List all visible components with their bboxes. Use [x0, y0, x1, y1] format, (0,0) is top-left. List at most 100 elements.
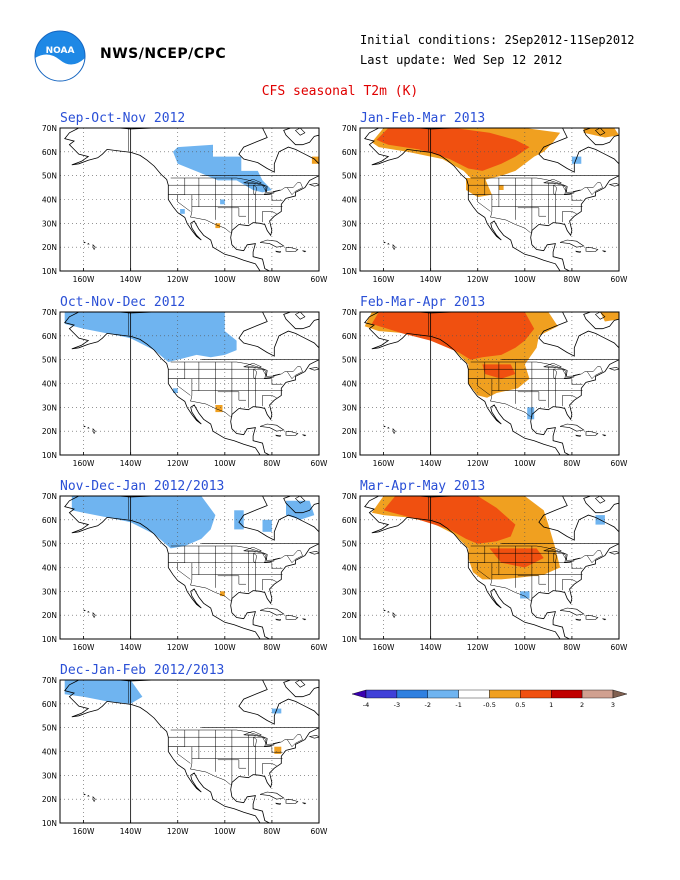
panel-title-son: Sep-Oct-Nov 2012 — [60, 111, 186, 126]
map-panel-fma: 10N 20N 30N 40N 50N 60N 70N 160W 140W 120W 100W 80W… — [342, 308, 628, 468]
map-layer — [60, 680, 319, 823]
coastline-island — [308, 550, 319, 555]
coastline-island — [275, 434, 282, 437]
coastline-island — [575, 618, 582, 621]
lat-label: 10N — [42, 267, 57, 276]
lat-label: 40N — [42, 748, 57, 757]
lake-outline — [573, 557, 581, 560]
political-boundary — [571, 194, 583, 201]
coastline-island — [383, 425, 386, 428]
lat-label: 30N — [342, 587, 357, 596]
coastline-island — [92, 428, 96, 435]
coastline-island — [608, 366, 619, 371]
agency-label: NWS/NCEP/CPC — [100, 46, 227, 62]
lat-label: 20N — [42, 427, 57, 436]
lat-label: 60N — [342, 148, 357, 157]
coastline-island — [295, 496, 306, 504]
lat-label: 70N — [42, 308, 57, 317]
anomaly-region — [600, 312, 619, 322]
political-boundary — [217, 759, 246, 769]
lake-outline — [243, 178, 263, 185]
political-boundary — [189, 400, 231, 418]
lon-label: 120W — [467, 643, 489, 652]
political-boundary — [286, 371, 303, 380]
political-boundary — [177, 746, 191, 764]
coastline-island — [383, 241, 386, 244]
lon-label: 80W — [563, 643, 581, 652]
lat-label: 70N — [42, 124, 57, 133]
lake-outline — [243, 362, 263, 369]
anomaly-region — [286, 500, 315, 520]
map-layer — [360, 128, 619, 271]
lon-label: 120W — [167, 275, 189, 284]
coastline-island — [608, 182, 619, 187]
coastline — [64, 680, 319, 823]
lat-label: 40N — [342, 380, 357, 389]
anomaly-region — [64, 680, 143, 704]
lat-label: 40N — [342, 564, 357, 573]
lon-label: 160W — [373, 643, 395, 652]
map-layer — [60, 312, 319, 455]
lat-label: 70N — [342, 308, 357, 317]
coastline-island — [285, 431, 299, 436]
lake-outline — [262, 184, 268, 193]
coastline-island — [595, 312, 606, 320]
lake-outline — [573, 189, 581, 192]
coastline-island — [387, 426, 390, 429]
political-boundary — [177, 378, 191, 396]
political-boundary — [489, 216, 531, 234]
lon-label: 100W — [214, 827, 236, 836]
lon-label: 80W — [263, 459, 281, 468]
anomaly-region — [520, 591, 530, 599]
lon-label: 80W — [563, 459, 581, 468]
coastline-island — [308, 366, 319, 371]
lake-outline — [253, 368, 257, 380]
anomaly-region — [383, 496, 516, 544]
anomaly-region — [234, 510, 244, 530]
map-layer — [60, 496, 319, 639]
color-swatch — [520, 689, 552, 699]
color-legend-label: 3 — [611, 701, 615, 709]
coastline-island — [383, 609, 386, 612]
coastline-island — [87, 794, 90, 797]
lon-label: 140W — [420, 275, 442, 284]
lon-label: 140W — [420, 643, 442, 652]
lat-label: 20N — [42, 611, 57, 620]
color-swatch — [612, 689, 628, 699]
coastline-island — [92, 244, 96, 251]
lake-outline — [243, 730, 263, 737]
coastline-island — [302, 250, 307, 253]
political-boundary — [190, 562, 193, 585]
color-swatch — [396, 689, 428, 699]
coastline-greenland — [283, 312, 319, 330]
anomaly-region — [274, 746, 282, 754]
color-legend-label: -4 — [363, 701, 369, 709]
color-legend-label: 0.5 — [515, 701, 525, 709]
lat-label: 70N — [342, 124, 357, 133]
anomaly-region — [466, 178, 492, 198]
anomaly-region — [180, 209, 185, 214]
lat-label: 60N — [42, 332, 57, 341]
coastline-island — [295, 312, 306, 320]
coastline-island — [87, 242, 90, 245]
coastline-island — [595, 128, 606, 136]
coastline-island — [83, 425, 86, 428]
coastline-island — [308, 182, 319, 187]
lake-outline — [262, 736, 268, 745]
lake-outline — [553, 552, 557, 564]
coastline-island — [275, 250, 282, 253]
lat-label: 40N — [42, 196, 57, 205]
color-legend-label: -2 — [425, 701, 431, 709]
coastline-island — [83, 793, 86, 796]
lake-outline — [553, 184, 557, 196]
political-boundary — [286, 187, 303, 196]
coastline-greenland — [583, 496, 619, 514]
map-panel-mam: 10N 20N 30N 40N 50N 60N 70N 160W 140W 120W 100W 80W… — [342, 492, 628, 652]
lat-label: 30N — [342, 219, 357, 228]
coastline-island — [575, 250, 582, 253]
coastline-island — [602, 434, 607, 437]
lon-label: 160W — [373, 275, 395, 284]
political-boundary — [217, 575, 246, 585]
lake-outline — [264, 744, 275, 747]
lake-outline — [264, 192, 275, 195]
